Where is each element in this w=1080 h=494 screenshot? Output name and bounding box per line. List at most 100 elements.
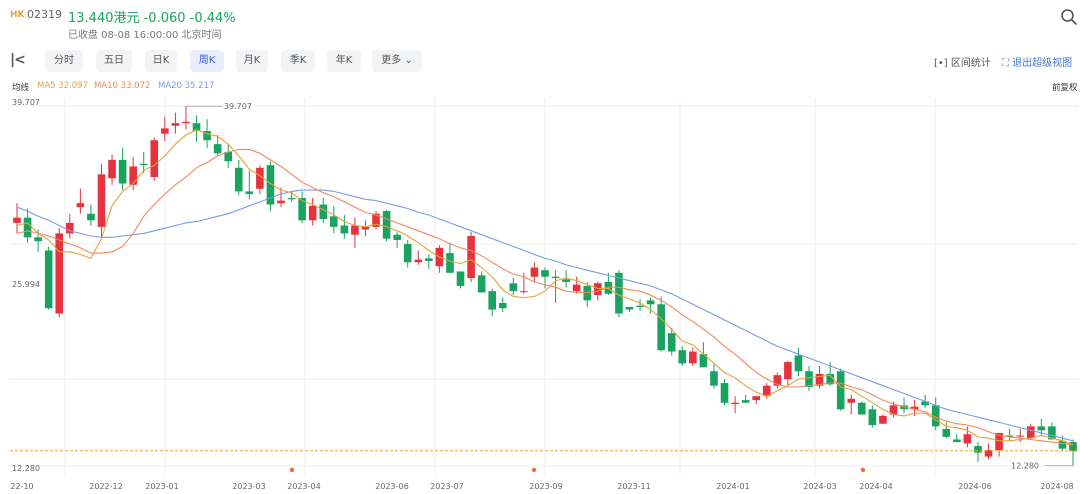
candle-body bbox=[87, 213, 95, 221]
x-tick-label: 2023-04 bbox=[287, 482, 320, 491]
candle-body bbox=[393, 234, 401, 240]
collapse-icon[interactable]: |< bbox=[10, 52, 26, 68]
candle-body bbox=[910, 406, 919, 410]
candle-body bbox=[340, 225, 349, 234]
candle-body bbox=[361, 226, 370, 230]
candle-body bbox=[741, 400, 750, 403]
candle-body bbox=[931, 405, 940, 427]
tab-yearly[interactable]: 年K bbox=[327, 50, 361, 72]
x-tick-label: 2023-01 bbox=[145, 482, 178, 491]
candle-body bbox=[203, 131, 211, 141]
tab-five-day[interactable]: 五日 bbox=[96, 50, 132, 72]
candle-body bbox=[921, 401, 929, 406]
candle-body bbox=[382, 211, 391, 239]
x-tick-label: 2024-06 bbox=[958, 482, 991, 491]
search-icon[interactable] bbox=[1060, 8, 1078, 26]
candle-body bbox=[836, 371, 845, 410]
candle-body bbox=[953, 439, 961, 443]
exit-super-view-button[interactable]: ⛶ 退出超级视图 bbox=[1002, 54, 1072, 69]
candle-body bbox=[298, 197, 306, 221]
candle-body bbox=[604, 281, 613, 294]
x-tick-label: 2023-07 bbox=[430, 482, 463, 491]
stock-code: 02319 bbox=[27, 8, 62, 21]
tab-monthly[interactable]: 月K bbox=[236, 50, 268, 72]
more-dropdown[interactable]: 更多 ⌄ bbox=[372, 50, 422, 72]
tab-quarterly[interactable]: 季K bbox=[281, 50, 315, 72]
moving-average-bar: 均线 MA5 32.097 MA10 33.072 MA20 35.217 前复… bbox=[0, 79, 1080, 93]
market-badge: HK bbox=[10, 10, 25, 20]
x-tick-label: 2022-12 bbox=[89, 482, 122, 491]
quote-header: HK 02319 13.440港元 -0.060 -0.44% 已收盘 08-0… bbox=[0, 0, 1080, 44]
y-tick-label: 39.707 bbox=[12, 98, 40, 107]
candle-body bbox=[530, 267, 539, 277]
candle-body bbox=[44, 250, 53, 309]
candle-body bbox=[551, 276, 560, 279]
candlestick-chart[interactable]: 39.707 25.994 12.280 39.707 12.280 22-10 2022-… bbox=[0, 94, 1080, 494]
event-dot bbox=[289, 467, 295, 473]
ma5-line bbox=[16, 129, 1074, 446]
candle-body bbox=[974, 446, 982, 453]
range-stats-label: 区间统计 bbox=[950, 58, 991, 69]
candle-body bbox=[118, 159, 127, 184]
bracket-icon: [•] bbox=[934, 58, 948, 69]
candle-body bbox=[699, 354, 708, 368]
candle-body bbox=[108, 159, 116, 179]
x-tick-label: 2024-01 bbox=[716, 482, 749, 491]
candle-body bbox=[245, 191, 254, 195]
period-toolbar: |< 分时 五日 日K 周K 月K 季K 年K 更多 ⌄ [•] 区间统计 ⛶ … bbox=[0, 48, 1080, 74]
x-tick-label: 2024-08 bbox=[1040, 482, 1073, 491]
ma20-value: MA20 35.217 bbox=[158, 81, 215, 91]
tab-weekly[interactable]: 周K bbox=[190, 50, 224, 72]
candle-body bbox=[868, 409, 877, 426]
range-stats-button[interactable]: [•] 区间统计 bbox=[934, 54, 991, 69]
candle-body bbox=[414, 259, 423, 263]
candle-body bbox=[1005, 435, 1014, 437]
candle-body bbox=[446, 253, 454, 273]
tab-daily[interactable]: 日K bbox=[145, 50, 177, 72]
candle-body bbox=[815, 373, 824, 386]
x-tick-label: 2023-09 bbox=[529, 482, 562, 491]
candle-body bbox=[456, 271, 465, 286]
candle-body bbox=[498, 302, 507, 309]
x-tick-label: 2023-11 bbox=[617, 482, 650, 491]
candle-body bbox=[889, 405, 898, 415]
candle-body bbox=[256, 167, 264, 189]
x-tick-label: 2023-06 bbox=[375, 482, 408, 491]
event-dot bbox=[860, 467, 866, 473]
candle-body bbox=[55, 233, 64, 314]
candle-body bbox=[277, 200, 285, 204]
price-line: 13.440港元 -0.060 -0.44% bbox=[68, 11, 236, 26]
candle-body bbox=[139, 163, 148, 166]
candle-body bbox=[562, 279, 570, 282]
candle-body bbox=[762, 385, 771, 397]
y-tick-label: 12.280 bbox=[12, 464, 40, 473]
low-annotation: 12.280 bbox=[1011, 462, 1039, 471]
candle-body bbox=[509, 283, 518, 292]
x-tick-label: 2024-03 bbox=[803, 482, 836, 491]
candle-body bbox=[329, 216, 338, 227]
candle-body bbox=[477, 275, 486, 293]
candle-body bbox=[689, 351, 697, 364]
candle-body bbox=[403, 243, 412, 263]
candle-body bbox=[667, 333, 676, 352]
candle-body bbox=[65, 222, 74, 234]
candle-body bbox=[752, 396, 761, 401]
candle-body bbox=[1058, 440, 1067, 449]
candle-body bbox=[308, 205, 317, 221]
candle-body bbox=[1037, 426, 1046, 431]
candle-body bbox=[657, 304, 665, 351]
tab-intraday[interactable]: 分时 bbox=[45, 50, 83, 72]
candle-body bbox=[213, 144, 222, 154]
candle-body bbox=[805, 371, 813, 387]
candle-body bbox=[879, 415, 887, 424]
candle-body bbox=[1016, 435, 1025, 437]
adjust-mode[interactable]: 前复权 bbox=[1052, 83, 1078, 93]
candle-body bbox=[467, 236, 475, 279]
candle-body bbox=[995, 432, 1003, 450]
candle-body bbox=[150, 140, 159, 177]
chevron-down-icon: ⌄ bbox=[404, 55, 413, 66]
candle-body bbox=[710, 371, 718, 386]
candle-body bbox=[847, 398, 856, 403]
x-tick-label: 22-10 bbox=[10, 482, 33, 491]
event-dot bbox=[531, 467, 537, 473]
